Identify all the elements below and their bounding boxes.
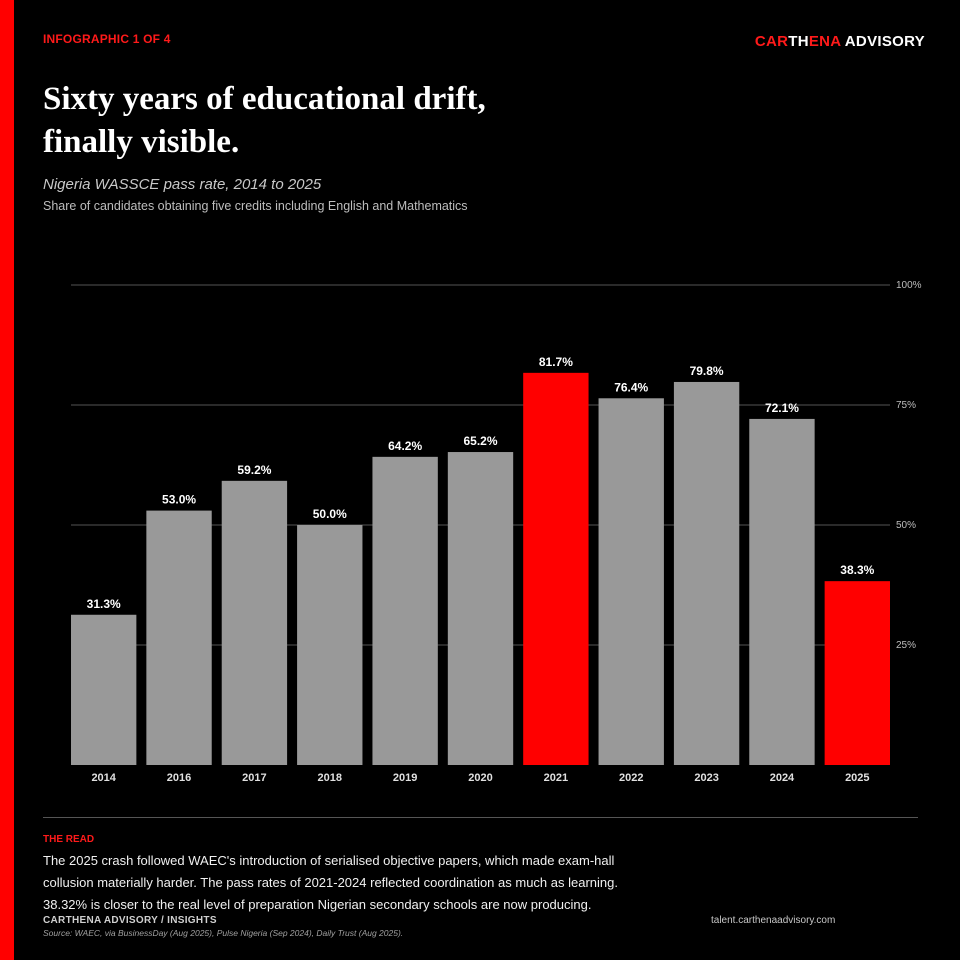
x-tick-label: 2024 bbox=[770, 772, 795, 784]
bar-value-label: 59.2% bbox=[237, 463, 271, 477]
bar bbox=[673, 381, 740, 765]
brand-part-advisory: ADVISORY bbox=[840, 33, 925, 50]
page-title: Sixty years of educational drift, finall… bbox=[43, 78, 603, 164]
brand-part-th: TH bbox=[788, 33, 809, 50]
x-tick-label: 2017 bbox=[242, 772, 266, 784]
y-tick-label: 50% bbox=[896, 520, 916, 531]
bar-value-label: 31.3% bbox=[87, 597, 121, 611]
read-line-3: 38.32% is closer to the real level of pr… bbox=[43, 897, 592, 912]
bar bbox=[71, 614, 137, 765]
bar bbox=[297, 525, 363, 765]
bar bbox=[447, 452, 514, 765]
y-tick-label: 100% bbox=[896, 280, 922, 291]
bar-value-label: 72.1% bbox=[765, 401, 799, 415]
read-section-body: The 2025 crash followed WAEC's introduct… bbox=[43, 850, 643, 916]
footer-org: CARTHENA ADVISORY / INSIGHTS bbox=[43, 915, 217, 926]
footer-source: Source: WAEC, via BusinessDay (Aug 2025)… bbox=[43, 928, 404, 938]
x-tick-label: 2016 bbox=[167, 772, 191, 784]
footer-url: talent.carthenaadvisory.com bbox=[711, 915, 836, 926]
bar-value-label: 65.2% bbox=[463, 434, 497, 448]
title-line-1: Sixty years of educational drift, bbox=[43, 81, 486, 117]
bar-value-label: 81.7% bbox=[539, 355, 573, 369]
x-tick-label: 2025 bbox=[845, 772, 869, 784]
bar-value-label: 76.4% bbox=[614, 380, 648, 394]
title-line-2: finally visible. bbox=[43, 124, 240, 160]
read-section-label: THE READ bbox=[43, 834, 95, 845]
accent-side-bar bbox=[0, 0, 14, 960]
y-tick-label: 75% bbox=[896, 400, 916, 411]
read-line-1: The 2025 crash followed WAEC's introduct… bbox=[43, 853, 615, 868]
bar-value-label: 50.0% bbox=[313, 507, 347, 521]
bar bbox=[523, 372, 589, 765]
infographic-kicker: INFOGRAPHIC 1 OF 4 bbox=[43, 32, 171, 46]
bar bbox=[598, 398, 664, 765]
x-tick-label: 2018 bbox=[318, 772, 342, 784]
x-tick-label: 2019 bbox=[393, 772, 417, 784]
section-divider bbox=[43, 817, 918, 818]
brand-part-car: CAR bbox=[754, 33, 789, 50]
x-tick-label: 2023 bbox=[694, 772, 718, 784]
bar-chart: 25% 50% 75% 100% 31.3% 2014 53.0% 2016 59.2% 2017… bbox=[71, 280, 922, 784]
bar bbox=[146, 510, 212, 765]
x-tick-label: 2020 bbox=[468, 772, 492, 784]
bar-value-label: 64.2% bbox=[388, 439, 422, 453]
bar bbox=[749, 418, 815, 765]
x-tick-label: 2014 bbox=[91, 772, 116, 784]
bar bbox=[372, 456, 438, 765]
bar bbox=[221, 480, 288, 765]
chart-subnote: Share of candidates obtaining five credi… bbox=[43, 199, 468, 213]
bar-value-label: 79.8% bbox=[690, 364, 724, 378]
read-line-2: collusion materially harder. The pass ra… bbox=[43, 875, 618, 890]
brand-logo: CARTHENA ADVISORY bbox=[755, 33, 925, 50]
brand-part-ena: ENA bbox=[808, 33, 841, 50]
y-tick-label: 25% bbox=[896, 640, 916, 651]
bar-value-label: 53.0% bbox=[162, 493, 196, 507]
bar-value-label: 38.3% bbox=[840, 563, 874, 577]
x-tick-label: 2022 bbox=[619, 772, 643, 784]
x-tick-label: 2021 bbox=[544, 772, 568, 784]
chart-subtitle: Nigeria WASSCE pass rate, 2014 to 2025 bbox=[43, 176, 322, 193]
bar bbox=[824, 581, 890, 765]
